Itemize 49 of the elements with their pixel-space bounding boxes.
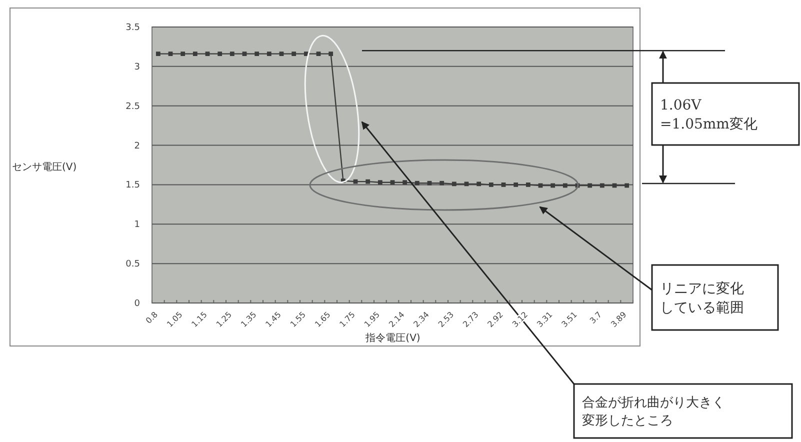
point [390, 180, 395, 185]
y-tick-label: 3 [134, 62, 140, 72]
point [562, 183, 568, 188]
point [526, 182, 530, 187]
y-tick-label: 0 [134, 299, 140, 309]
y-axis-title: センサ電圧(V) [12, 162, 77, 173]
point [168, 52, 173, 56]
text: 合金が折れ曲がり大きく変形したところ [582, 396, 725, 429]
point [378, 180, 382, 185]
point [316, 52, 321, 56]
point [514, 182, 518, 187]
point [205, 52, 210, 56]
y-tick-label: 0.5 [126, 260, 140, 270]
point [218, 52, 222, 56]
point [476, 182, 482, 186]
x-tick-label: 3.7 [588, 310, 604, 326]
point [328, 52, 334, 56]
point [292, 52, 296, 56]
point [402, 180, 408, 185]
point [242, 52, 247, 56]
point [353, 179, 358, 184]
x-tick-label: 0.8 [144, 310, 160, 326]
point [464, 182, 469, 186]
x-axis-title: 指令電圧(V) [364, 332, 420, 344]
point [230, 52, 234, 56]
point [550, 183, 556, 188]
point [254, 52, 260, 56]
point [156, 52, 160, 56]
point [624, 183, 630, 188]
y-tick-label: 2.5 [126, 102, 140, 112]
point [279, 52, 284, 56]
point [452, 182, 456, 186]
y-tick-label: 2 [134, 141, 140, 152]
point [588, 183, 592, 188]
text: リニアに変化している範囲 [660, 280, 744, 316]
point [440, 180, 444, 186]
y-tick-label: 1 [134, 220, 140, 230]
point [488, 182, 494, 187]
point [414, 180, 420, 186]
point [427, 180, 432, 186]
y-tick-label: 3.5 [126, 23, 140, 33]
point [192, 52, 198, 56]
y-tick-label: 1.5 [126, 180, 140, 191]
point [266, 52, 272, 56]
point [180, 52, 186, 56]
text: 1.06V =1.05mm変化 [660, 97, 758, 132]
point [501, 182, 506, 187]
point [366, 179, 370, 184]
point [600, 183, 604, 188]
